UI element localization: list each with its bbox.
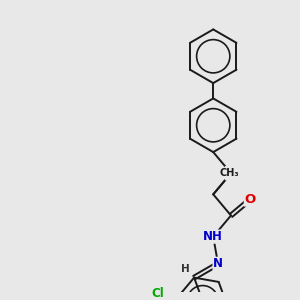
Text: NH: NH bbox=[203, 230, 223, 243]
Text: Cl: Cl bbox=[151, 286, 164, 299]
Text: H: H bbox=[181, 264, 190, 274]
Text: O: O bbox=[244, 193, 256, 206]
Text: O: O bbox=[225, 167, 237, 180]
Text: CH₃: CH₃ bbox=[219, 168, 239, 178]
Text: N: N bbox=[213, 257, 223, 270]
